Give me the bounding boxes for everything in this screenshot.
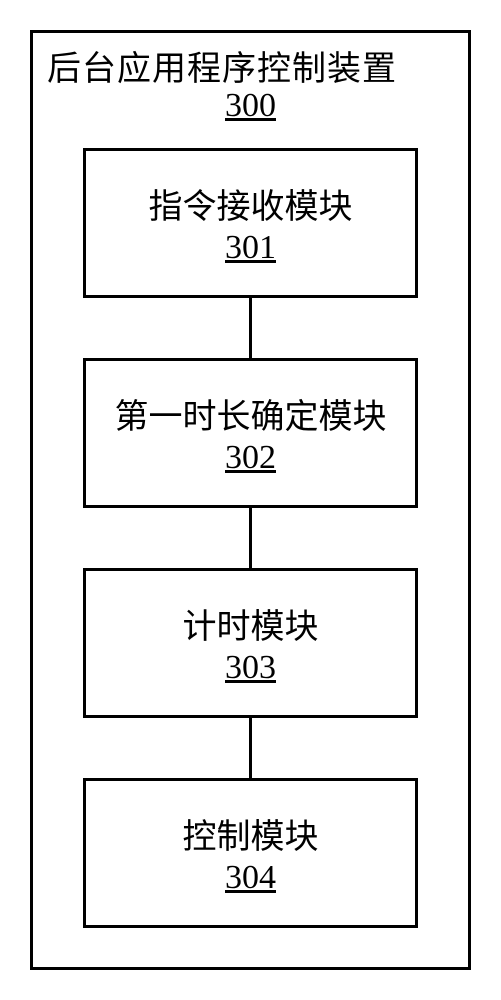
connector-301-302: [249, 298, 252, 358]
module-label: 第一时长确定模块: [86, 389, 415, 438]
module-box-304: 控制模块 304: [83, 778, 418, 928]
diagram-number: 300: [33, 87, 468, 125]
diagram-title: 后台应用程序控制装置: [33, 41, 468, 90]
connector-302-303: [249, 508, 252, 568]
module-number: 304: [86, 859, 415, 897]
module-number: 303: [86, 649, 415, 687]
module-box-302: 第一时长确定模块 302: [83, 358, 418, 508]
module-number: 301: [86, 229, 415, 267]
module-box-303: 计时模块 303: [83, 568, 418, 718]
module-label: 控制模块: [86, 809, 415, 858]
module-label: 计时模块: [86, 599, 415, 648]
module-label: 指令接收模块: [86, 179, 415, 228]
module-number: 302: [86, 439, 415, 477]
outer-container: 后台应用程序控制装置 300 指令接收模块 301 第一时长确定模块 302 计…: [30, 30, 471, 970]
connector-303-304: [249, 718, 252, 778]
module-box-301: 指令接收模块 301: [83, 148, 418, 298]
